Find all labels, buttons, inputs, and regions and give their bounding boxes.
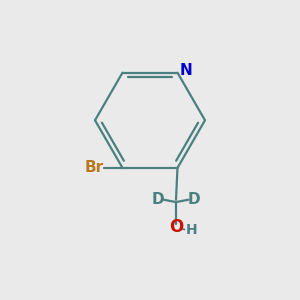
Text: Br: Br (85, 160, 104, 175)
Text: D: D (152, 192, 164, 207)
Text: O: O (169, 218, 183, 236)
Text: H: H (186, 223, 197, 237)
Text: N: N (179, 63, 192, 78)
Text: D: D (188, 192, 200, 207)
